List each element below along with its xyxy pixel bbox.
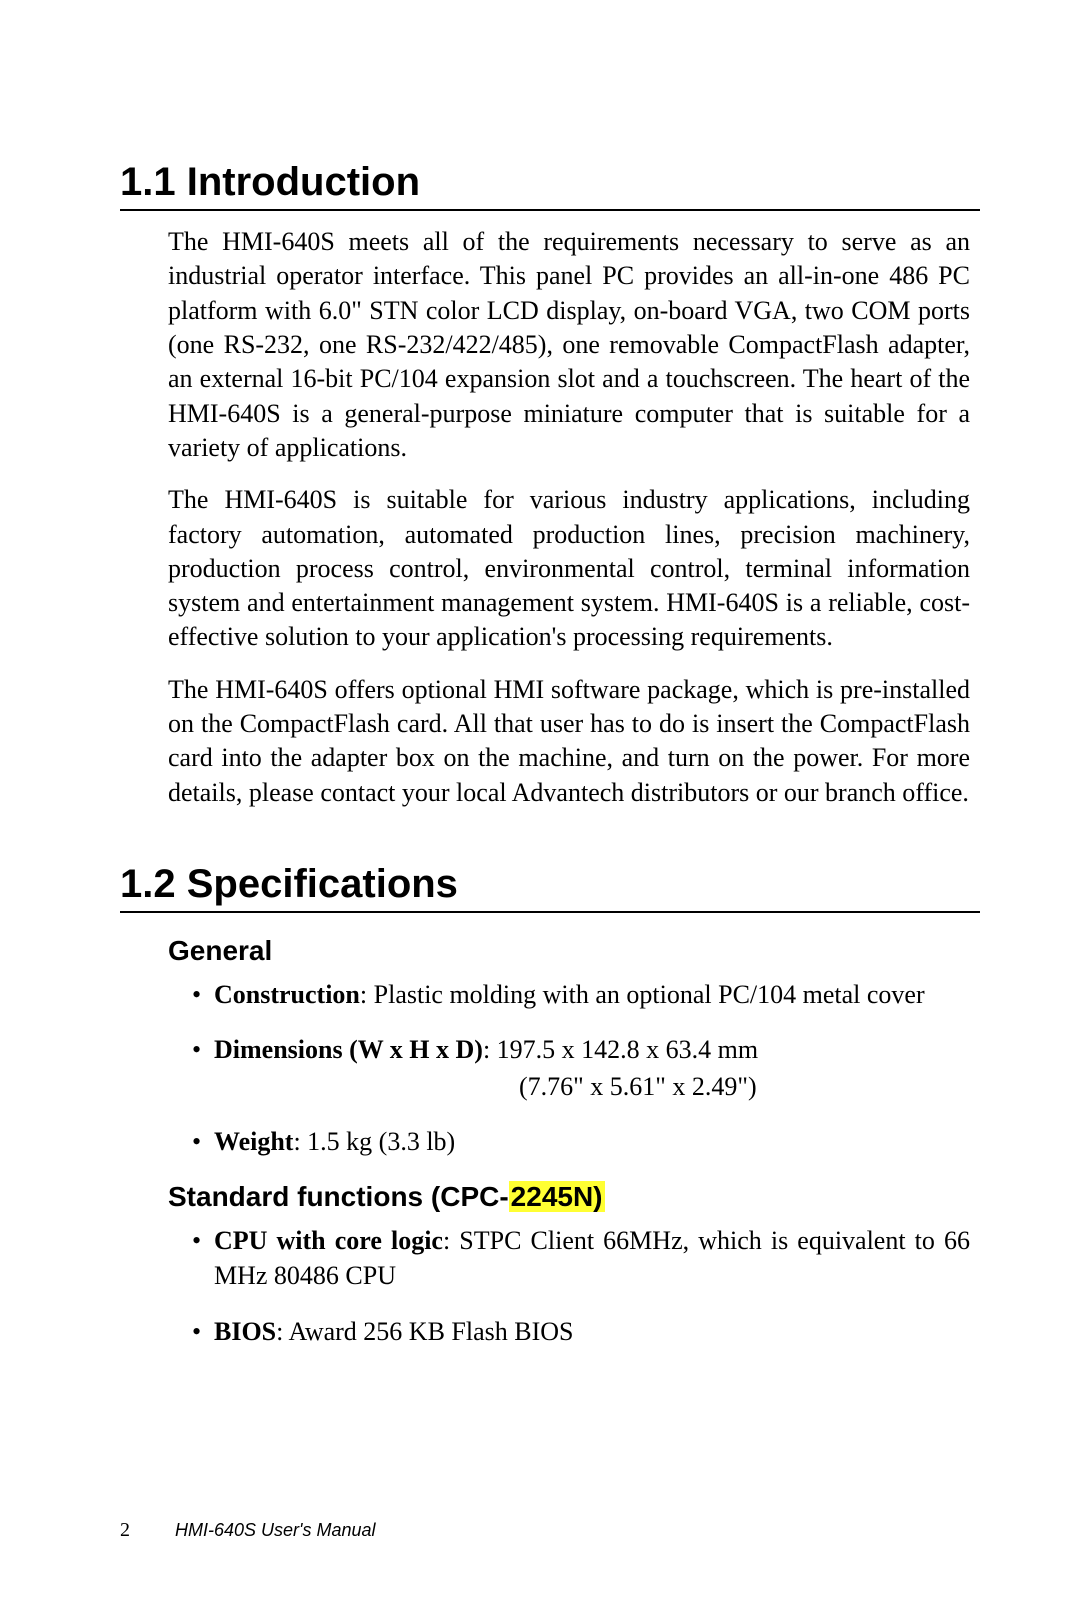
document-page: 1.1 Introduction The HMI-640S meets all …	[0, 0, 1080, 1622]
spec-item-bios: BIOS: Award 256 KB Flash BIOS	[192, 1314, 970, 1349]
intro-body: The HMI-640S meets all of the requiremen…	[120, 225, 980, 810]
subheading-standard-functions: Standard functions (CPC-2245N)	[168, 1181, 970, 1213]
subheading-highlight: 2245N)	[509, 1181, 605, 1212]
subheading-prefix: Standard functions (CPC-	[168, 1181, 509, 1212]
spec-text-line2: (7.76" x 5.61" x 2.49")	[214, 1069, 970, 1104]
standard-functions-spec-list: CPU with core logic: STPC Client 66MHz, …	[168, 1223, 970, 1348]
spec-item-weight: Weight: 1.5 kg (3.3 lb)	[192, 1124, 970, 1159]
footer-title: HMI-640S User's Manual	[175, 1520, 376, 1540]
section-number: 1.2	[120, 862, 176, 906]
section-title: Specifications	[187, 862, 458, 906]
spec-item-dimensions: Dimensions (W x H x D): 197.5 x 142.8 x …	[192, 1032, 970, 1104]
spec-text: : 1.5 kg (3.3 lb)	[293, 1127, 455, 1156]
spec-label: Dimensions (W x H x D)	[214, 1035, 483, 1064]
specs-body: General Construction: Plastic molding wi…	[120, 935, 980, 1349]
section-number: 1.1	[120, 160, 176, 204]
spec-text: : 197.5 x 142.8 x 63.4 mm	[483, 1035, 758, 1064]
spec-item-cpu: CPU with core logic: STPC Client 66MHz, …	[192, 1223, 970, 1293]
section-heading-1-1: 1.1 Introduction	[120, 160, 980, 211]
page-number: 2	[120, 1519, 130, 1541]
intro-paragraph-2: The HMI-640S is suitable for various ind…	[168, 483, 970, 655]
spec-label: Weight	[214, 1127, 293, 1156]
page-footer: 2 HMI-640S User's Manual	[120, 1519, 376, 1542]
general-spec-list: Construction: Plastic molding with an op…	[168, 977, 970, 1159]
subheading-general: General	[168, 935, 970, 967]
spec-text: : Plastic molding with an optional PC/10…	[360, 980, 925, 1009]
intro-paragraph-1: The HMI-640S meets all of the requiremen…	[168, 225, 970, 465]
spec-label: Construction	[214, 980, 360, 1009]
section-title: Introduction	[187, 160, 420, 204]
spec-label: BIOS	[214, 1317, 276, 1346]
spec-label: CPU with core logic	[214, 1226, 443, 1255]
intro-paragraph-3: The HMI-640S offers optional HMI softwar…	[168, 673, 970, 810]
section-heading-1-2: 1.2 Specifications	[120, 862, 980, 913]
spec-text: : Award 256 KB Flash BIOS	[276, 1317, 573, 1346]
spec-item-construction: Construction: Plastic molding with an op…	[192, 977, 970, 1012]
